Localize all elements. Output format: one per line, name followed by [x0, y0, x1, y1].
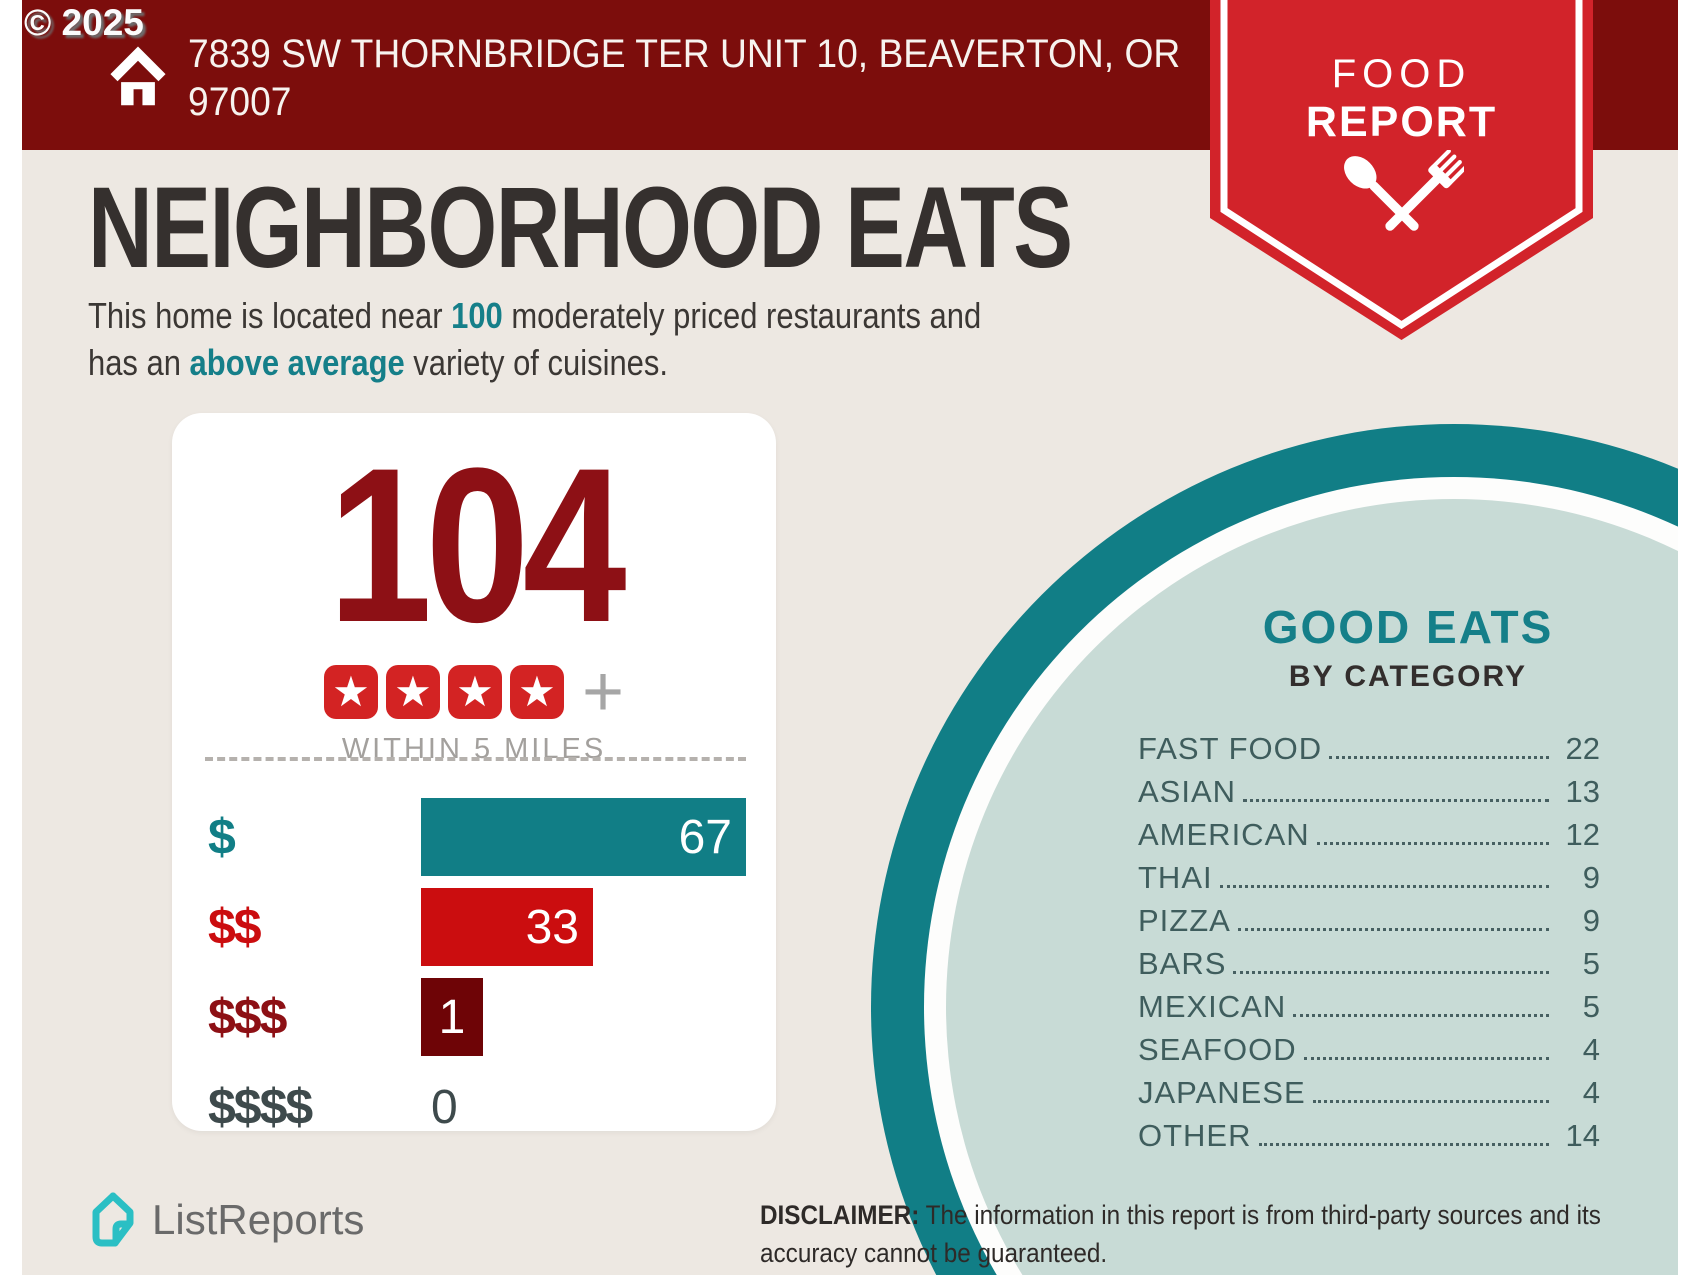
restaurant-count: 104: [328, 422, 626, 668]
page-title: NEIGHBORHOOD EATS: [88, 164, 1073, 292]
star-icon: ★: [323, 665, 378, 719]
dotted-leader: [1258, 1143, 1549, 1146]
subtitle-text: This home is located near: [88, 295, 452, 336]
star-icon: ★: [509, 665, 564, 719]
property-address: 7839 SW THORNBRIDGE TER UNIT 10, BEAVERT…: [188, 30, 1180, 126]
bar-value: 0: [431, 1080, 458, 1134]
category-list: FAST FOOD 22 ASIAN 13 AMERICAN 12 THAI 9 PIZ…: [1138, 724, 1600, 1154]
food-report-badge: FOOD REPORT: [1210, 0, 1593, 344]
infographic-canvas: 7839 SW THORNBRIDGE TER UNIT 10, BEAVERT…: [22, 0, 1678, 1275]
list-item: THAI 9: [1138, 860, 1600, 895]
bar-value: 67: [678, 810, 732, 864]
dotted-leader: [1316, 842, 1549, 845]
good-eats-subtitle: BY CATEGORY: [1288, 660, 1528, 693]
price-bar: 67: [421, 798, 746, 876]
subtitle-text: has an: [88, 342, 190, 383]
good-eats-panel: GOOD EATS BY CATEGORY FAST FOOD 22 ASIAN 1…: [1138, 600, 1678, 1154]
crossed-spoon-fork-icon: [1343, 150, 1464, 231]
list-item: OTHER 14: [1138, 1118, 1600, 1153]
listreports-wordmark: ListReports: [152, 1196, 365, 1243]
list-item: MEXICAN 5: [1138, 989, 1600, 1024]
dotted-leader: [1293, 1014, 1549, 1017]
restaurant-stats-card: 104 ★ ★ ★ ★ + WITHIN 5 MILES $ 67 $$ 33 …: [172, 413, 776, 1135]
price-tier-label: $$$: [208, 989, 287, 1045]
address-line-1: 7839 SW THORNBRIDGE TER UNIT 10, BEAVERT…: [188, 32, 1181, 76]
badge-title-food: FOOD: [1331, 52, 1472, 96]
listreports-house-icon: [92, 1192, 134, 1247]
bar-value: 33: [525, 900, 579, 954]
dotted-leader: [1312, 1100, 1549, 1103]
badge-shape: [1210, 0, 1593, 340]
plus-sign: +: [581, 652, 625, 732]
dotted-leader: [1329, 756, 1549, 759]
page-subtitle: This home is located near 100 moderately…: [88, 292, 981, 386]
dotted-leader: [1303, 1057, 1549, 1060]
price-bar-row: $$$$ 0: [208, 1068, 748, 1146]
price-tier-label: $$: [208, 899, 262, 955]
radius-label: WITHIN 5 MILES: [341, 733, 607, 765]
list-item: BARS 5: [1138, 946, 1600, 981]
dotted-leader: [1233, 971, 1549, 974]
dotted-leader: [1237, 928, 1549, 931]
price-bar-row: $ 67: [208, 798, 748, 876]
price-tier-label: $: [208, 809, 236, 865]
disclaimer-label: DISCLAIMER:: [760, 1200, 920, 1230]
list-item: SEAFOOD 4: [1138, 1032, 1600, 1067]
address-line-2: 97007: [188, 80, 292, 124]
rating-stars: ★ ★ ★ ★ +: [172, 652, 776, 732]
variety-highlight: above average: [189, 342, 405, 383]
list-item: AMERICAN 12: [1138, 817, 1600, 852]
dotted-leader: [1243, 799, 1549, 802]
list-item: FAST FOOD 22: [1138, 731, 1600, 766]
list-item: PIZZA 9: [1138, 903, 1600, 938]
list-item: JAPANESE 4: [1138, 1075, 1600, 1110]
disclaimer: DISCLAIMER: The information in this repo…: [760, 1200, 1601, 1268]
listreports-logo: ListReports: [88, 1190, 364, 1250]
dotted-leader: [1219, 885, 1549, 888]
copyright-watermark: © 2025: [24, 2, 144, 43]
list-item: ASIAN 13: [1138, 774, 1600, 809]
price-bar-row: $$$ 1: [208, 978, 748, 1056]
bar-value: 1: [438, 990, 466, 1044]
dashed-divider: [205, 757, 746, 761]
badge-title-report: REPORT: [1305, 98, 1498, 146]
good-eats-title: GOOD EATS: [1262, 601, 1554, 653]
price-tier-label: $$$$: [208, 1079, 313, 1135]
star-icon: ★: [447, 665, 502, 719]
home-icon: [110, 46, 166, 106]
price-bar: 33: [421, 888, 593, 966]
price-bar-row: $$ 33: [208, 888, 748, 966]
price-bar: 1: [421, 978, 483, 1056]
subtitle-text: variety of cuisines.: [404, 342, 668, 383]
star-icon: ★: [385, 665, 440, 719]
subtitle-text: moderately priced restaurants and: [502, 295, 982, 336]
restaurant-count-highlight: 100: [451, 295, 503, 336]
